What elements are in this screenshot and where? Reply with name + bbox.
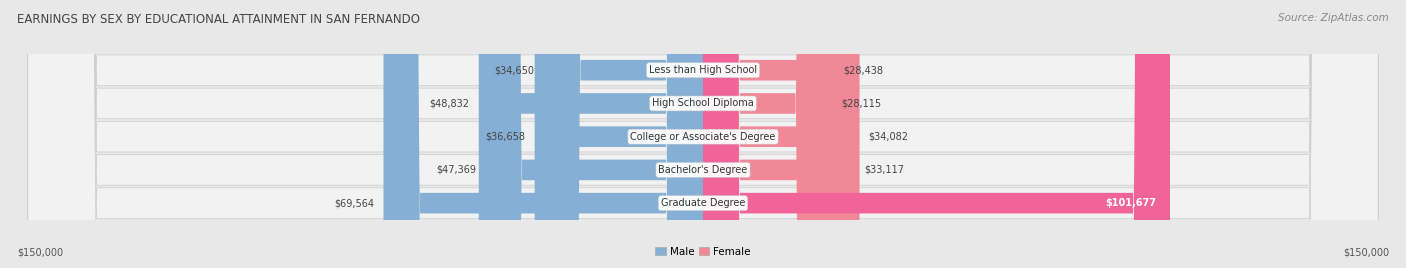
Text: $28,438: $28,438 — [842, 65, 883, 75]
FancyBboxPatch shape — [703, 0, 855, 268]
Text: Bachelor's Degree: Bachelor's Degree — [658, 165, 748, 175]
Text: Source: ZipAtlas.com: Source: ZipAtlas.com — [1278, 13, 1389, 23]
Text: $150,000: $150,000 — [17, 247, 63, 257]
Text: $36,658: $36,658 — [485, 132, 526, 142]
FancyBboxPatch shape — [534, 0, 703, 268]
Text: $47,369: $47,369 — [436, 165, 477, 175]
Text: Graduate Degree: Graduate Degree — [661, 198, 745, 208]
FancyBboxPatch shape — [28, 0, 1378, 268]
Text: $48,832: $48,832 — [429, 98, 470, 109]
Text: $69,564: $69,564 — [335, 198, 374, 208]
FancyBboxPatch shape — [544, 0, 703, 268]
Text: $34,650: $34,650 — [495, 65, 534, 75]
Text: EARNINGS BY SEX BY EDUCATIONAL ATTAINMENT IN SAN FERNANDO: EARNINGS BY SEX BY EDUCATIONAL ATTAINMEN… — [17, 13, 420, 27]
Text: $28,115: $28,115 — [841, 98, 882, 109]
Legend: Male, Female: Male, Female — [651, 243, 755, 261]
FancyBboxPatch shape — [703, 0, 1170, 268]
FancyBboxPatch shape — [28, 0, 1378, 268]
Text: $150,000: $150,000 — [1343, 247, 1389, 257]
Text: $34,082: $34,082 — [869, 132, 908, 142]
Text: Less than High School: Less than High School — [650, 65, 756, 75]
Text: High School Diploma: High School Diploma — [652, 98, 754, 109]
FancyBboxPatch shape — [703, 0, 834, 268]
FancyBboxPatch shape — [28, 0, 1378, 268]
Text: College or Associate's Degree: College or Associate's Degree — [630, 132, 776, 142]
FancyBboxPatch shape — [28, 0, 1378, 268]
FancyBboxPatch shape — [28, 0, 1378, 268]
FancyBboxPatch shape — [485, 0, 703, 268]
Text: $33,117: $33,117 — [865, 165, 904, 175]
FancyBboxPatch shape — [478, 0, 703, 268]
FancyBboxPatch shape — [703, 0, 832, 268]
FancyBboxPatch shape — [703, 0, 859, 268]
Text: $101,677: $101,677 — [1105, 198, 1156, 208]
FancyBboxPatch shape — [384, 0, 703, 268]
